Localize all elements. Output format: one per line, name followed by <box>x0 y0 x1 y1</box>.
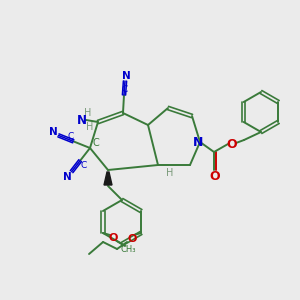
Text: N: N <box>122 71 130 81</box>
Text: N: N <box>77 115 87 128</box>
Text: H: H <box>166 168 174 178</box>
Text: C: C <box>67 132 74 141</box>
Text: C: C <box>93 138 99 148</box>
Text: O: O <box>227 137 237 151</box>
Polygon shape <box>104 172 112 185</box>
Text: C: C <box>122 85 128 94</box>
Text: O: O <box>210 169 220 182</box>
Text: N: N <box>49 128 58 137</box>
Text: H: H <box>84 108 92 118</box>
Text: H: H <box>86 122 94 132</box>
Text: C: C <box>80 161 86 170</box>
Text: O: O <box>128 234 137 244</box>
Text: O: O <box>108 233 118 243</box>
Text: N: N <box>193 136 203 148</box>
Text: CH₃: CH₃ <box>120 245 136 254</box>
Text: N: N <box>63 172 72 182</box>
